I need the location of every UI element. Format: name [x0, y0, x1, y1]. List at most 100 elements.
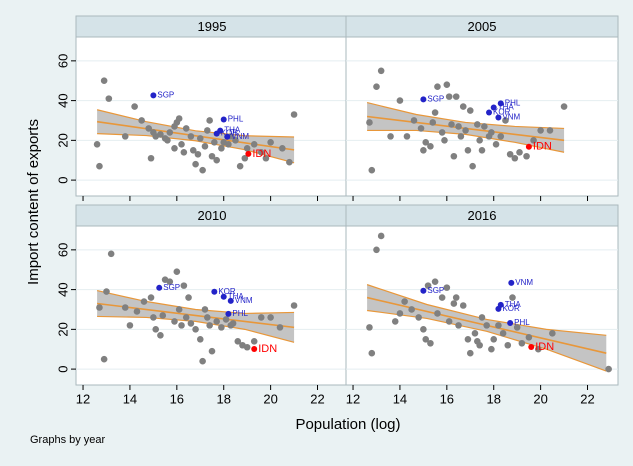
point: [492, 141, 500, 148]
point: [546, 127, 554, 134]
point: [103, 288, 110, 295]
labeled-point: [528, 344, 535, 351]
point: [488, 129, 495, 136]
point: [422, 335, 430, 343]
labeled-point: [495, 114, 502, 121]
point: [434, 83, 441, 90]
point: [537, 127, 544, 134]
labeled-point: [495, 305, 502, 312]
x-tick-label: 18: [216, 391, 230, 406]
point: [199, 166, 206, 174]
point-label: PHL: [228, 115, 244, 124]
labeled-point: [227, 297, 234, 304]
point-label: VNM: [502, 113, 520, 122]
fit-line: [97, 302, 295, 329]
point: [368, 166, 376, 174]
point: [373, 246, 380, 254]
point: [180, 282, 188, 289]
y-axis-title: Import content of exports: [25, 119, 42, 285]
point: [506, 150, 514, 158]
point: [182, 125, 190, 132]
point-label: IDN: [258, 343, 277, 355]
point: [408, 306, 415, 313]
labeled-point: [497, 100, 504, 107]
point: [459, 103, 467, 110]
point-label: THA: [224, 126, 241, 135]
point: [424, 282, 432, 289]
point-label: SGP: [163, 283, 180, 292]
y-tick-label: 20: [55, 322, 70, 336]
point: [243, 343, 251, 351]
point: [523, 152, 530, 160]
y-tick-label: 60: [55, 243, 70, 257]
labeled-point: [490, 104, 497, 111]
point: [471, 330, 479, 337]
point: [206, 322, 213, 329]
point: [366, 119, 373, 126]
point: [490, 335, 498, 343]
x-tick-label: 14: [393, 391, 407, 406]
point: [497, 133, 505, 140]
point: [290, 302, 298, 309]
point-label: IDN: [533, 141, 552, 153]
point: [138, 117, 145, 124]
point: [131, 103, 138, 110]
point-label: THA: [505, 300, 522, 309]
point: [422, 139, 430, 146]
point-label: THA: [498, 103, 515, 112]
point: [429, 119, 437, 126]
point: [218, 145, 225, 152]
band-edge: [97, 315, 295, 343]
point: [164, 137, 171, 144]
point: [504, 341, 512, 349]
x-tick-label: 22: [580, 391, 594, 406]
point: [452, 294, 460, 301]
point: [182, 314, 190, 321]
point-label: THA: [228, 292, 245, 301]
y-tick-label: 0: [55, 176, 70, 183]
point: [225, 141, 232, 148]
point: [450, 300, 458, 307]
point: [171, 318, 178, 325]
point: [211, 139, 218, 146]
point-label: VNM: [515, 278, 533, 287]
point: [199, 357, 206, 365]
point: [466, 107, 474, 114]
panel-title: 1995: [198, 19, 227, 34]
point: [257, 314, 265, 321]
point: [495, 322, 502, 329]
point: [192, 326, 199, 333]
point: [464, 146, 472, 154]
labeled-point: [156, 284, 163, 291]
point: [93, 141, 101, 148]
note: Graphs by year: [30, 434, 106, 446]
point: [450, 152, 458, 160]
point: [189, 146, 197, 154]
x-tick-label: 12: [76, 391, 90, 406]
labeled-point: [220, 116, 227, 123]
point: [483, 322, 490, 329]
point: [417, 125, 425, 132]
point: [434, 310, 441, 317]
point: [166, 278, 174, 285]
point: [147, 154, 155, 162]
point: [509, 294, 516, 301]
point: [431, 109, 439, 116]
point: [96, 162, 103, 170]
point: [187, 320, 195, 327]
point: [530, 137, 537, 144]
point: [420, 146, 427, 154]
point: [478, 146, 486, 154]
point: [377, 232, 385, 240]
point: [267, 139, 274, 146]
labeled-point: [251, 346, 258, 353]
point: [605, 365, 612, 373]
point-label: IDN: [535, 341, 554, 353]
panel-title: 2010: [198, 208, 227, 223]
band-edge: [366, 284, 607, 336]
panel-title: 2016: [468, 208, 497, 223]
point: [173, 268, 181, 276]
point: [391, 318, 399, 325]
y-tick-label: 20: [55, 133, 70, 147]
